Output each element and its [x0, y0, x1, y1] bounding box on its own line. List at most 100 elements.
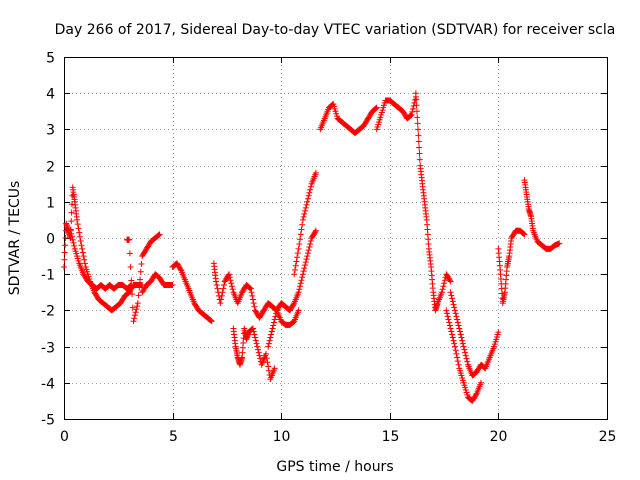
data-point — [295, 245, 302, 252]
data-point — [249, 292, 256, 299]
y-tick-label: -2 — [41, 304, 55, 320]
data-point — [447, 289, 454, 296]
data-point — [297, 231, 304, 238]
data-point — [296, 241, 303, 248]
data-point — [450, 337, 457, 344]
data-point — [130, 318, 137, 325]
data-point — [414, 114, 421, 121]
data-point — [302, 259, 309, 266]
data-point — [301, 265, 308, 272]
data-point — [289, 319, 296, 326]
data-point — [62, 235, 69, 241]
data-point — [226, 274, 233, 281]
data-point — [297, 236, 304, 243]
data-point — [291, 266, 298, 273]
data-point — [126, 283, 133, 290]
data-point — [256, 352, 263, 359]
data-point — [439, 286, 446, 293]
data-point — [221, 282, 228, 289]
data-point — [77, 238, 84, 245]
data-point — [177, 266, 184, 273]
y-tick-label: -5 — [41, 413, 55, 429]
data-point — [458, 334, 465, 341]
data-point — [271, 365, 278, 372]
data-point — [304, 198, 311, 205]
data-point — [521, 231, 528, 238]
y-tick-label: 2 — [46, 160, 55, 176]
data-point — [415, 126, 422, 133]
data-point — [449, 334, 456, 341]
x-tick-label: 0 — [60, 429, 69, 445]
data-point — [267, 334, 274, 341]
data-point — [459, 337, 466, 344]
data-point — [127, 263, 134, 270]
data-point — [294, 254, 301, 261]
data-point — [464, 358, 471, 365]
data-point — [68, 209, 75, 216]
data-point — [69, 236, 76, 243]
data-point — [273, 310, 280, 317]
data-point — [295, 307, 302, 314]
data-point — [413, 102, 420, 109]
data-point — [478, 379, 485, 386]
data-point — [300, 268, 307, 275]
data-point — [472, 391, 479, 398]
data-point — [408, 111, 415, 118]
data-point — [62, 242, 69, 249]
data-point — [270, 322, 277, 329]
data-point — [414, 120, 421, 127]
data-point — [155, 231, 162, 238]
data-point — [270, 319, 277, 326]
data-point — [450, 301, 457, 308]
data-point — [416, 144, 423, 151]
data-point — [78, 242, 85, 249]
data-point — [409, 108, 416, 115]
data-point — [446, 277, 453, 284]
data-point — [453, 313, 460, 320]
y-axis-label: SDTVAR / TECUs — [7, 181, 23, 296]
data-point — [129, 304, 136, 311]
data-point — [74, 221, 81, 228]
x-tick-label: 20 — [490, 429, 508, 445]
data-point — [304, 250, 311, 257]
data-point — [302, 204, 309, 211]
data-point — [410, 102, 417, 109]
data-point — [131, 312, 138, 319]
data-point — [441, 277, 448, 284]
data-point — [248, 289, 255, 296]
data-point — [264, 359, 271, 366]
data-point — [303, 256, 310, 263]
data-point — [128, 277, 135, 284]
data-point — [74, 216, 81, 223]
data-point — [438, 289, 445, 296]
data-point — [413, 108, 420, 115]
data-point — [299, 221, 306, 228]
data-point — [296, 286, 303, 293]
data-point — [265, 367, 272, 374]
data-point — [249, 325, 256, 332]
data-point — [415, 138, 422, 145]
data-point — [218, 296, 225, 303]
data-point — [416, 150, 423, 157]
data-point — [372, 105, 379, 112]
data-point — [255, 349, 262, 356]
y-tick-label: 0 — [46, 232, 55, 248]
data-point — [556, 240, 563, 247]
data-point — [456, 325, 463, 332]
data-point — [81, 256, 88, 263]
data-point — [307, 183, 314, 190]
data-point — [444, 313, 451, 320]
data-point — [126, 250, 133, 257]
data-point — [252, 337, 259, 344]
data-point — [249, 296, 256, 303]
data-point — [71, 242, 78, 249]
data-point — [307, 238, 314, 245]
data-point — [255, 346, 262, 353]
data-point — [250, 328, 257, 335]
x-tick-label: 5 — [169, 429, 178, 445]
data-point — [300, 213, 307, 220]
data-point — [299, 271, 306, 278]
data-point — [247, 285, 254, 292]
data-point — [457, 331, 464, 338]
